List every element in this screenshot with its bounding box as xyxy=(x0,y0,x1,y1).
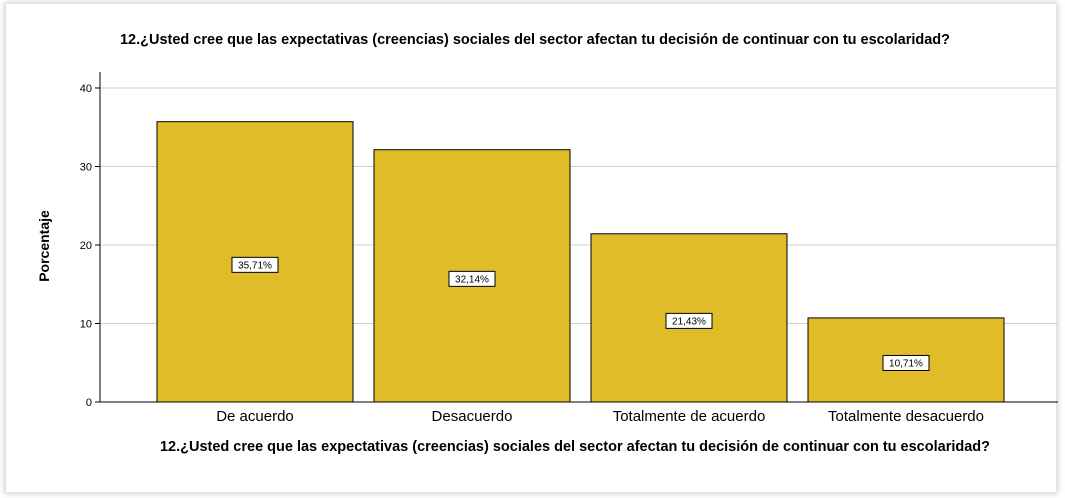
data-label-box xyxy=(231,256,279,273)
x-tick-label: Desacuerdo xyxy=(432,408,513,425)
y-tick-label: 20 xyxy=(80,240,92,252)
data-label-box xyxy=(882,354,930,371)
y-tick-label: 0 xyxy=(86,397,92,409)
x-tick-label: Totalmente de acuerdo xyxy=(613,408,766,425)
data-label: 10,71% xyxy=(889,358,923,369)
data-label: 32,14% xyxy=(455,274,489,285)
x-tick-label: Totalmente desacuerdo xyxy=(828,408,984,425)
data-label-box xyxy=(665,312,713,329)
y-tick-label: 30 xyxy=(80,162,92,174)
y-tick-label: 10 xyxy=(80,319,92,331)
x-axis-label: 12.¿Usted cree que las expectativas (cre… xyxy=(159,439,991,455)
data-label-box xyxy=(448,270,496,287)
chart-title: 12.¿Usted cree que las expectativas (cre… xyxy=(119,32,951,48)
y-tick-label: 40 xyxy=(80,83,92,95)
data-label: 21,43% xyxy=(672,316,706,327)
x-tick-label: De acuerdo xyxy=(216,408,294,425)
data-label: 35,71% xyxy=(238,260,272,271)
